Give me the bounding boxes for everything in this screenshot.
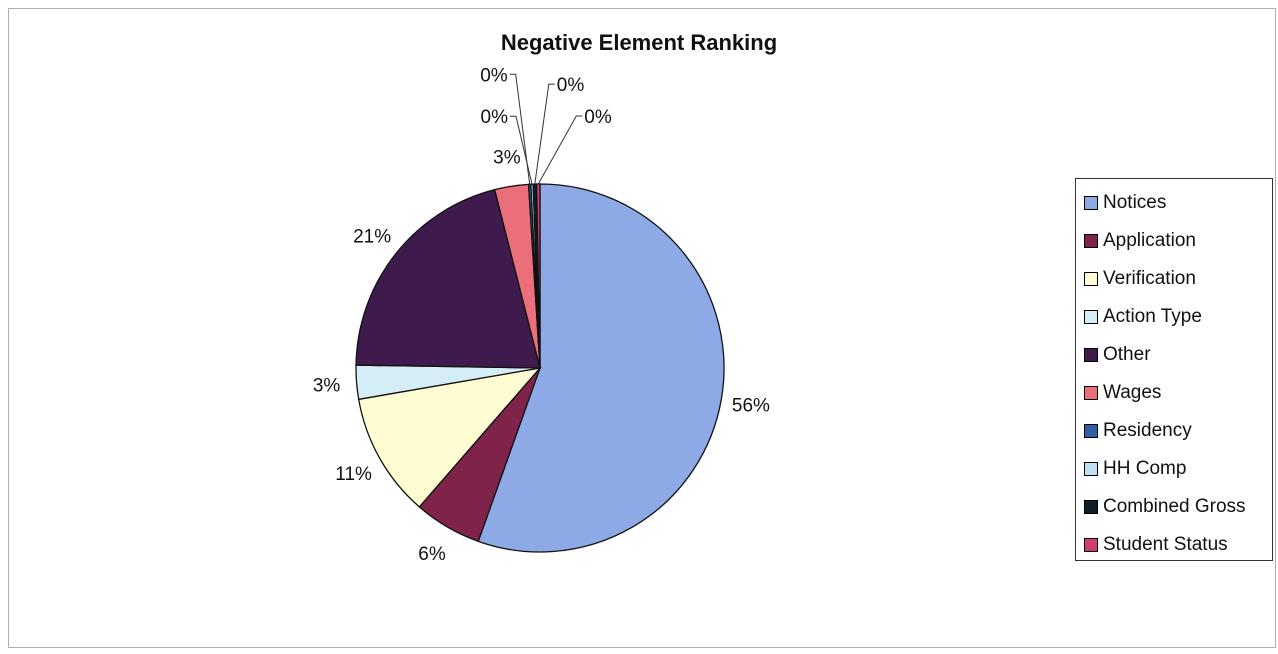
legend-swatch <box>1084 348 1098 362</box>
pie-value-labels: 56% 6% 11% 3% 21% 3% 0% 0% 0% 0% <box>313 65 770 565</box>
pie-slice-notices <box>477 183 725 553</box>
legend-label: Residency <box>1103 420 1192 441</box>
value-label-notices: 56% <box>732 395 770 416</box>
legend-swatch <box>1084 272 1098 286</box>
legend-label: Verification <box>1103 268 1196 289</box>
legend-label: Action Type <box>1103 306 1202 327</box>
value-label-residency: 0% <box>480 65 508 86</box>
pie-slice-verification <box>357 367 542 508</box>
legend-label: Application <box>1103 230 1196 251</box>
legend-swatch <box>1084 500 1098 514</box>
legend-item-application: Application <box>1076 222 1272 260</box>
legend-swatch <box>1084 310 1098 324</box>
leader-line-student-status <box>537 115 583 185</box>
legend-swatch <box>1084 386 1098 400</box>
legend-swatch <box>1084 234 1098 248</box>
legend-item-notices: Notices <box>1076 184 1272 222</box>
legend-label: HH Comp <box>1103 458 1187 479</box>
chart-title: Negative Element Ranking <box>500 30 778 55</box>
value-label-other: 21% <box>353 226 391 247</box>
value-label-student-status: 0% <box>584 107 612 128</box>
legend-label: Student Status <box>1103 534 1228 555</box>
pie-slice-other <box>355 188 541 369</box>
legend-item-wages: Wages <box>1076 374 1272 412</box>
leader-line-residency <box>509 73 531 185</box>
pie-slices <box>355 183 725 553</box>
value-label-wages: 3% <box>493 148 521 169</box>
leader-lines <box>509 73 583 185</box>
legend-item-combined-gross: Combined Gross <box>1076 488 1272 526</box>
legend-swatch <box>1084 424 1098 438</box>
pie-slice-student-status <box>535 183 541 369</box>
legend-swatch <box>1084 462 1098 476</box>
value-label-application: 6% <box>418 544 446 565</box>
legend: Notices Application Verification Action Typ… <box>1075 178 1273 561</box>
legend-item-action-type: Action Type <box>1076 298 1272 336</box>
value-label-hh-comp: 0% <box>481 107 509 128</box>
value-label-verification: 11% <box>335 464 372 485</box>
value-label-combined-gross: 0% <box>557 75 585 96</box>
legend-label: Notices <box>1103 192 1167 213</box>
legend-swatch <box>1084 538 1098 552</box>
legend-item-verification: Verification <box>1076 260 1272 298</box>
value-label-action-type: 3% <box>313 376 341 397</box>
legend-label: Other <box>1103 344 1151 365</box>
leader-line-hh-comp <box>510 115 533 185</box>
legend-swatch <box>1084 196 1098 210</box>
legend-item-hh-comp: HH Comp <box>1076 450 1272 488</box>
leader-line-combined-gross <box>534 83 555 185</box>
legend-item-residency: Residency <box>1076 412 1272 450</box>
legend-item-student-status: Student Status <box>1076 526 1272 564</box>
legend-label: Wages <box>1103 382 1162 403</box>
legend-item-other: Other <box>1076 336 1272 374</box>
legend-label: Combined Gross <box>1103 496 1246 517</box>
